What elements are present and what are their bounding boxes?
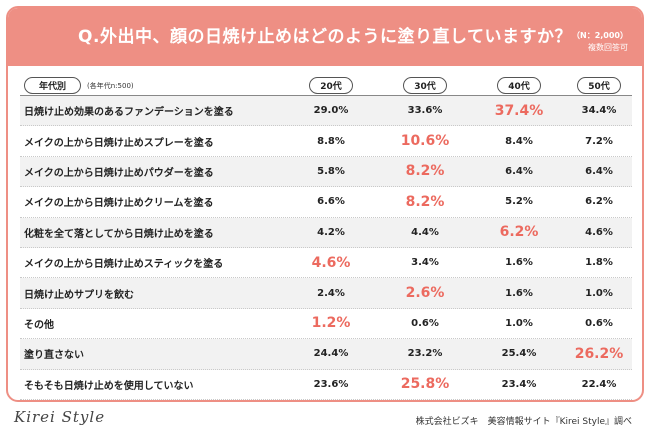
value-cell: 5.2% xyxy=(505,196,533,208)
value-cell: 23.4% xyxy=(501,378,537,390)
row-label: 日焼け止め効果のあるファンデーションを塗る xyxy=(24,107,234,119)
value-cell: 34.4% xyxy=(581,105,617,117)
row-label: そもそも日焼け止めを使用していない xyxy=(24,380,194,392)
sample-size-label: （N：2,000） xyxy=(572,31,628,40)
multiple-answer-note: 複数回答可 xyxy=(588,43,628,52)
value-cell: 33.6% xyxy=(407,105,443,117)
value-cell: 24.4% xyxy=(313,348,349,360)
value-cell: 23.6% xyxy=(313,378,349,390)
highlighted-value-cell: 1.2% xyxy=(311,315,351,332)
highlighted-value-cell: 4.6% xyxy=(311,254,351,271)
table-row: 日焼け止めサプリを飲む 2.4% 2.6% 1.6% 1.0% xyxy=(20,278,632,309)
highlighted-value-cell: 8.2% xyxy=(405,163,445,180)
value-cell: 7.2% xyxy=(585,135,613,147)
category-pill: 年代別 xyxy=(24,77,82,94)
age-header-30s: 30代 xyxy=(403,77,447,94)
value-cell: 1.0% xyxy=(585,287,613,299)
row-label: 化粧を全て落としてから日焼け止めを塗る xyxy=(24,228,214,240)
row-label: メイクの上から日焼け止めクリームを塗る xyxy=(24,198,214,210)
value-cell: 4.2% xyxy=(317,226,345,238)
table-body: 日焼け止め効果のあるファンデーションを塗る 29.0% 33.6% 37.4% 34.4… xyxy=(20,96,632,400)
table-row: 化粧を全て落としてから日焼け止めを塗る 4.2% 4.4% 6.2% 4.6% xyxy=(20,217,632,248)
table-row: 日焼け止め効果のあるファンデーションを塗る 29.0% 33.6% 37.4% 34.4… xyxy=(20,96,632,127)
value-cell: 6.2% xyxy=(585,196,613,208)
table-row: メイクの上から日焼け止めパウダーを塗る 5.8% 8.2% 6.4% 6.4% xyxy=(20,156,632,188)
value-cell: 6.6% xyxy=(317,196,345,208)
value-cell: 8.4% xyxy=(505,135,533,147)
value-cell: 6.4% xyxy=(585,165,613,177)
value-cell: 0.6% xyxy=(585,317,613,329)
value-cell: 1.6% xyxy=(505,257,533,269)
age-header-cell: 30代 xyxy=(382,76,468,95)
highlighted-value-cell: 6.2% xyxy=(499,224,539,241)
category-note: (各年代n:500) xyxy=(87,81,134,90)
row-label: メイクの上から日焼け止めスティックを塗る xyxy=(24,259,224,271)
table-row: そもそも日焼け止めを使用していない 23.6% 25.8% 23.4% 22.4% xyxy=(20,370,632,400)
age-header-cell: 20代 xyxy=(288,76,374,95)
chart-title: Q.外出中、顔の日焼け止めはどのように塗り直していますか？ xyxy=(78,27,572,47)
value-cell: 4.6% xyxy=(585,226,613,238)
value-cell: 5.8% xyxy=(317,165,345,177)
highlighted-value-cell: 25.8% xyxy=(400,376,450,393)
value-cell: 1.8% xyxy=(585,257,613,269)
value-cell: 1.0% xyxy=(505,317,533,329)
row-label: その他 xyxy=(24,319,54,331)
table-row: メイクの上から日焼け止めクリームを塗る 6.6% 8.2% 5.2% 6.2% xyxy=(20,187,632,218)
table-header-row: 年代別 (各年代n:500) 20代 30代 40代 50代 xyxy=(20,76,632,96)
row-label: 日焼け止めサプリを飲む xyxy=(24,289,134,301)
row-label: 塗り直さない xyxy=(24,350,84,362)
age-header-cell: 50代 xyxy=(566,76,632,95)
row-label: メイクの上から日焼け止めパウダーを塗る xyxy=(24,167,214,179)
value-cell: 1.6% xyxy=(505,287,533,299)
highlighted-value-cell: 8.2% xyxy=(405,193,445,210)
highlighted-value-cell: 37.4% xyxy=(494,102,544,119)
kirei-style-logo: Kirei Style xyxy=(14,408,106,426)
table-row: メイクの上から日焼け止めスプレーを塗る 8.8% 10.6% 8.4% 7.2% xyxy=(20,126,632,157)
value-cell: 3.4% xyxy=(411,257,439,269)
value-cell: 4.4% xyxy=(411,226,439,238)
value-cell: 8.8% xyxy=(317,135,345,147)
age-header-20s: 20代 xyxy=(309,77,353,94)
value-cell: 23.2% xyxy=(407,348,443,360)
category-header: 年代別 (各年代n:500) xyxy=(24,76,294,95)
value-cell: 6.4% xyxy=(505,165,533,177)
age-header-cell: 40代 xyxy=(476,76,562,95)
highlighted-value-cell: 26.2% xyxy=(574,345,624,362)
table-row: メイクの上から日焼け止めスティックを塗る 4.6% 3.4% 1.6% 1.8% xyxy=(20,248,632,279)
value-cell: 29.0% xyxy=(313,105,349,117)
table-row: 塗り直さない 24.4% 23.2% 25.4% 26.2% xyxy=(20,339,632,370)
title-banner: Q.外出中、顔の日焼け止めはどのように塗り直していますか？ （N：2,000） … xyxy=(8,8,642,66)
row-label: メイクの上から日焼け止めスプレーを塗る xyxy=(24,137,214,149)
age-header-40s: 40代 xyxy=(497,77,541,94)
age-header-50s: 50代 xyxy=(577,77,621,94)
value-cell: 2.4% xyxy=(317,287,345,299)
source-credit: 株式会社ビズキ 美容情報サイト『Kirei Style』調べ xyxy=(415,417,632,427)
survey-card: Q.外出中、顔の日焼け止めはどのように塗り直していますか？ （N：2,000） … xyxy=(6,6,644,402)
results-table: 年代別 (各年代n:500) 20代 30代 40代 50代 日焼け止め効果のあ… xyxy=(20,76,632,400)
value-cell: 0.6% xyxy=(411,317,439,329)
table-row: その他 1.2% 0.6% 1.0% 0.6% xyxy=(20,309,632,340)
highlighted-value-cell: 2.6% xyxy=(405,285,445,302)
highlighted-value-cell: 10.6% xyxy=(400,133,450,150)
value-cell: 22.4% xyxy=(581,378,617,390)
value-cell: 25.4% xyxy=(501,348,537,360)
